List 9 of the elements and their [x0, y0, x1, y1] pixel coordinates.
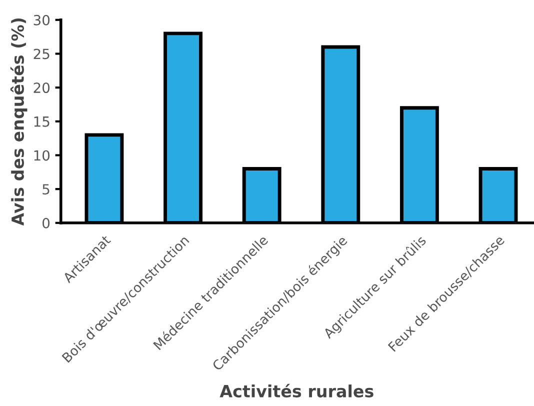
y-tick-label: 0	[42, 218, 50, 228]
y-axis-title: Avis des enquêtés (%)	[10, 18, 28, 226]
y-tick-label: 15	[34, 116, 50, 127]
y-tick-label: 10	[34, 150, 50, 161]
y-tick-label: 25	[34, 48, 50, 60]
y-tick-label: 30	[34, 14, 50, 26]
y-tick-label: 20	[34, 82, 50, 94]
x-axis-title: Activités rurales	[220, 384, 374, 398]
y-tick-label: 5	[42, 184, 50, 195]
